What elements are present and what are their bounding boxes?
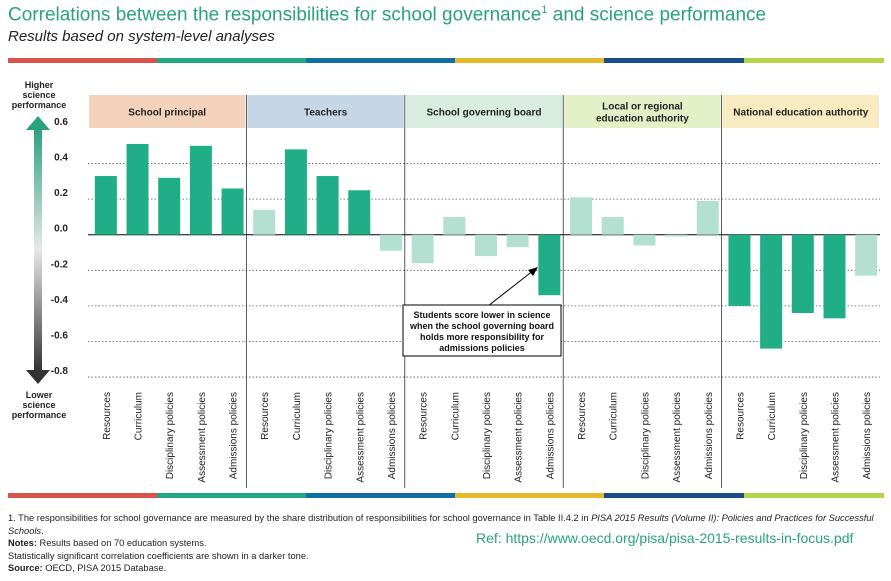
annotation-text: admissions policies xyxy=(439,343,525,353)
bar xyxy=(316,176,339,235)
performance-arrow-shaft xyxy=(34,128,42,371)
y-tick-label: 0.0 xyxy=(54,224,68,235)
x-tick-label: Curriculum xyxy=(609,392,620,440)
y-tick-label: 0.4 xyxy=(54,153,68,164)
group-label: Teachers xyxy=(304,108,348,119)
x-tick-label: Admissions policies xyxy=(704,392,715,479)
bar xyxy=(94,176,117,235)
x-tick-label: Assessment policies xyxy=(672,392,683,483)
bar-chart: 0.6 0.4 0.2 0.0 -0.2 -0.4 -0.6 -0.8 School prin… xyxy=(26,95,880,488)
annotation-text: when the school governing board xyxy=(409,321,554,331)
group-header xyxy=(405,95,563,128)
group-header xyxy=(722,95,879,128)
bar xyxy=(158,177,181,235)
group-label: National education authority xyxy=(733,108,868,119)
x-tick-label: Disciplinary policies xyxy=(324,392,335,479)
x-tick-label: Admissions policies xyxy=(229,392,240,479)
group-label: School governing board xyxy=(426,108,541,119)
x-tick-label: Curriculum xyxy=(450,392,461,440)
bar xyxy=(506,234,529,248)
reference-link[interactable]: Ref: https://www.oecd.org/pisa/pisa-2015… xyxy=(476,530,854,546)
x-tick-label: Disciplinary policies xyxy=(799,392,810,479)
x-tick-label: Curriculum xyxy=(292,392,303,440)
x-tick-label: Disciplinary policies xyxy=(482,392,493,479)
bar xyxy=(126,144,149,235)
footnote-notes: Notes: Results based on 70 education sys… xyxy=(8,538,207,548)
chart-subtitle: Results based on system-level analyses xyxy=(8,28,275,45)
x-tick-label: Resources xyxy=(735,392,746,440)
x-tick-label: Assessment policies xyxy=(197,392,208,483)
bar xyxy=(633,234,656,246)
bar xyxy=(253,209,276,235)
footnote-1: 1. The responsibilities for school gover… xyxy=(8,513,874,536)
bar xyxy=(221,188,244,235)
group-header xyxy=(564,95,721,128)
x-tick-label: Curriculum xyxy=(767,392,778,440)
bar xyxy=(538,234,561,296)
bar xyxy=(570,197,593,235)
x-tick-label: Assessment policies xyxy=(514,392,525,483)
chart-title: Correlations between the responsibilitie… xyxy=(8,4,767,26)
x-tick-label: Admissions policies xyxy=(862,392,873,479)
footnote-source: Source: OECD, PISA 2015 Database. xyxy=(8,563,167,573)
bar xyxy=(728,234,751,306)
annotation-text: holds more responsibility for xyxy=(420,332,545,342)
annotation-pointer xyxy=(487,269,535,307)
y-tick-label: 0.6 xyxy=(54,117,68,128)
footnotes: 1. The responsibilities for school gover… xyxy=(8,512,884,575)
bar xyxy=(348,190,371,235)
footnote-significance: Statistically significant correlation co… xyxy=(8,550,309,561)
bottom-color-stripe xyxy=(8,493,884,498)
bar xyxy=(443,216,466,235)
x-tick-label: Disciplinary policies xyxy=(165,392,176,479)
x-tick-label: Resources xyxy=(577,392,588,440)
x-tick-label: Resources xyxy=(260,392,271,440)
lower-performance-label: Lower science performance xyxy=(11,390,67,420)
y-tick-label: 0.2 xyxy=(54,188,68,199)
group-label: School principal xyxy=(128,108,206,119)
group-header xyxy=(89,95,246,128)
x-tick-label: Resources xyxy=(419,392,430,440)
down-arrow-icon xyxy=(26,370,50,384)
bar xyxy=(665,234,688,237)
bar xyxy=(823,234,846,319)
y-tick-label: -0.6 xyxy=(51,330,69,341)
x-tick-label: Resources xyxy=(102,392,113,440)
x-tick-label: Admissions policies xyxy=(387,392,398,479)
annotation-text: Students score lower in science xyxy=(413,310,550,320)
group-label: Local or regional xyxy=(602,102,683,113)
bar xyxy=(411,234,434,264)
x-tick-label: Disciplinary policies xyxy=(640,392,651,479)
bar xyxy=(379,234,402,251)
x-tick-label: Assessment policies xyxy=(830,392,841,483)
y-tick-label: -0.4 xyxy=(51,295,69,306)
group-label: education authority xyxy=(596,114,689,125)
up-arrow-icon xyxy=(26,116,50,130)
x-tick-label: Assessment policies xyxy=(355,392,366,483)
higher-performance-label: Higher science performance xyxy=(11,80,67,110)
y-tick-label: -0.8 xyxy=(51,366,69,377)
bar xyxy=(601,216,624,235)
x-tick-label: Admissions policies xyxy=(545,392,556,479)
bar xyxy=(189,145,212,235)
bar xyxy=(284,149,307,235)
x-tick-label: Curriculum xyxy=(134,392,145,440)
group-header xyxy=(247,95,404,128)
annotation-box xyxy=(402,304,562,357)
bar xyxy=(475,234,497,257)
bar xyxy=(696,200,719,235)
annotation-arrowhead-icon xyxy=(528,267,538,276)
bar xyxy=(760,234,783,349)
y-tick-label: -0.2 xyxy=(51,259,69,270)
bar xyxy=(855,234,878,276)
bar xyxy=(791,234,814,314)
top-color-stripe xyxy=(8,58,884,63)
